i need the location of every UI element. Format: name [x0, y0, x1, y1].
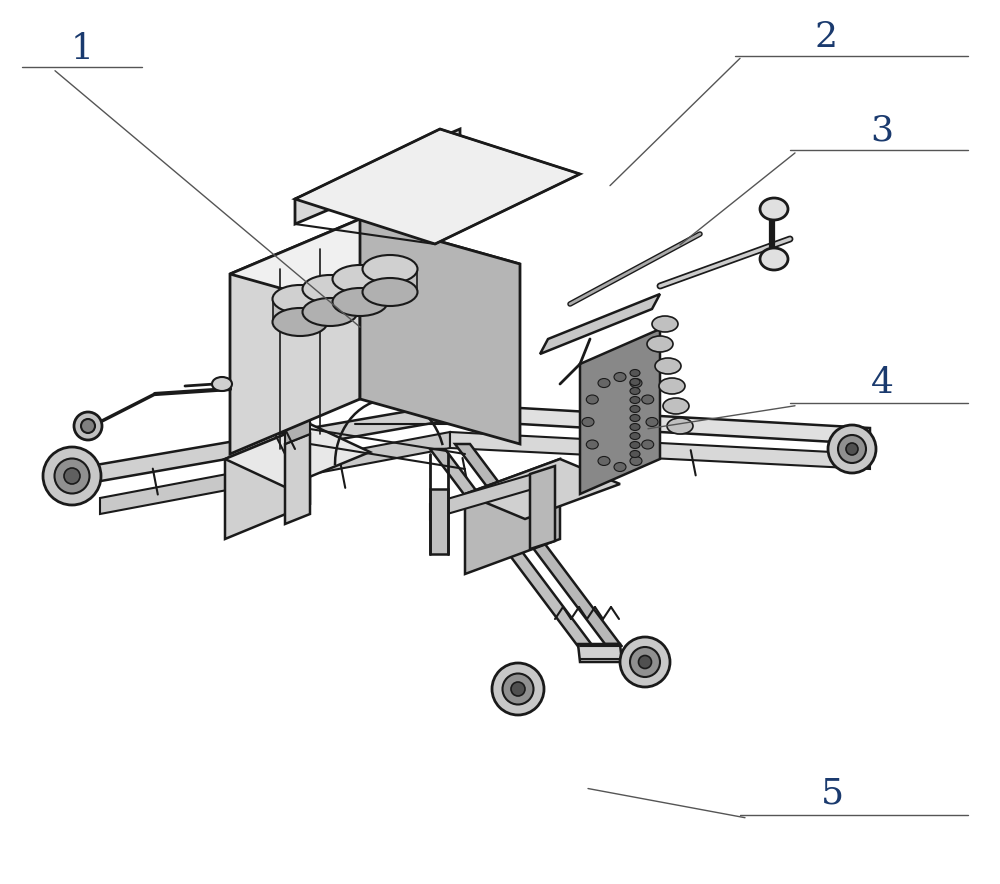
Ellipse shape [81, 419, 95, 433]
Text: 5: 5 [820, 777, 844, 811]
Ellipse shape [598, 378, 610, 387]
Ellipse shape [492, 663, 544, 715]
Ellipse shape [652, 316, 678, 332]
Polygon shape [430, 449, 595, 649]
Ellipse shape [642, 440, 654, 449]
Ellipse shape [212, 377, 232, 391]
Text: 1: 1 [70, 32, 94, 65]
Ellipse shape [646, 417, 658, 426]
Polygon shape [363, 269, 417, 292]
Ellipse shape [302, 275, 358, 303]
Polygon shape [540, 294, 660, 354]
Ellipse shape [302, 298, 358, 326]
Polygon shape [230, 219, 360, 454]
Ellipse shape [639, 656, 652, 668]
Polygon shape [465, 459, 560, 574]
Ellipse shape [760, 248, 788, 270]
Polygon shape [530, 466, 555, 549]
Ellipse shape [828, 425, 876, 473]
Polygon shape [580, 329, 660, 494]
Polygon shape [285, 434, 310, 524]
Ellipse shape [598, 456, 610, 466]
Ellipse shape [630, 432, 640, 439]
Ellipse shape [655, 358, 681, 374]
Polygon shape [100, 432, 450, 514]
Ellipse shape [630, 370, 640, 377]
Ellipse shape [838, 435, 866, 463]
Polygon shape [230, 219, 520, 319]
Ellipse shape [630, 441, 640, 448]
Polygon shape [55, 404, 450, 489]
Polygon shape [455, 444, 620, 644]
Ellipse shape [362, 278, 418, 306]
Polygon shape [360, 219, 520, 444]
Polygon shape [333, 279, 387, 302]
Polygon shape [225, 424, 370, 487]
Polygon shape [450, 404, 870, 444]
Ellipse shape [647, 336, 673, 352]
Ellipse shape [586, 395, 598, 404]
Ellipse shape [614, 462, 626, 471]
Ellipse shape [630, 397, 640, 403]
Ellipse shape [663, 398, 689, 414]
Polygon shape [578, 644, 622, 662]
Polygon shape [465, 459, 620, 519]
Ellipse shape [43, 447, 101, 505]
Ellipse shape [659, 378, 685, 394]
Ellipse shape [64, 468, 80, 484]
Ellipse shape [667, 418, 693, 434]
Ellipse shape [620, 637, 670, 687]
Text: 2: 2 [814, 20, 838, 54]
Polygon shape [225, 424, 310, 539]
Ellipse shape [846, 443, 858, 455]
Ellipse shape [630, 378, 640, 385]
Polygon shape [273, 299, 327, 322]
Polygon shape [295, 129, 580, 244]
Ellipse shape [503, 674, 534, 705]
Polygon shape [430, 469, 550, 519]
Polygon shape [285, 419, 310, 444]
Polygon shape [295, 129, 460, 224]
Ellipse shape [582, 417, 594, 426]
Polygon shape [303, 289, 357, 312]
Ellipse shape [630, 387, 640, 394]
Ellipse shape [586, 440, 598, 449]
Ellipse shape [332, 265, 388, 293]
Polygon shape [450, 432, 870, 469]
Ellipse shape [511, 682, 525, 696]
Ellipse shape [272, 285, 328, 313]
Ellipse shape [630, 415, 640, 422]
Ellipse shape [332, 288, 388, 316]
Ellipse shape [642, 395, 654, 404]
Ellipse shape [74, 412, 102, 440]
Text: 3: 3 [870, 114, 894, 148]
Ellipse shape [630, 456, 642, 466]
Ellipse shape [272, 308, 328, 336]
Ellipse shape [760, 198, 788, 220]
Ellipse shape [630, 451, 640, 458]
Ellipse shape [630, 378, 642, 387]
Ellipse shape [362, 255, 418, 283]
Polygon shape [430, 489, 448, 554]
Ellipse shape [630, 423, 640, 431]
Ellipse shape [630, 647, 660, 677]
Text: 4: 4 [870, 366, 894, 400]
Ellipse shape [614, 372, 626, 382]
Ellipse shape [630, 406, 640, 413]
Ellipse shape [54, 459, 90, 493]
